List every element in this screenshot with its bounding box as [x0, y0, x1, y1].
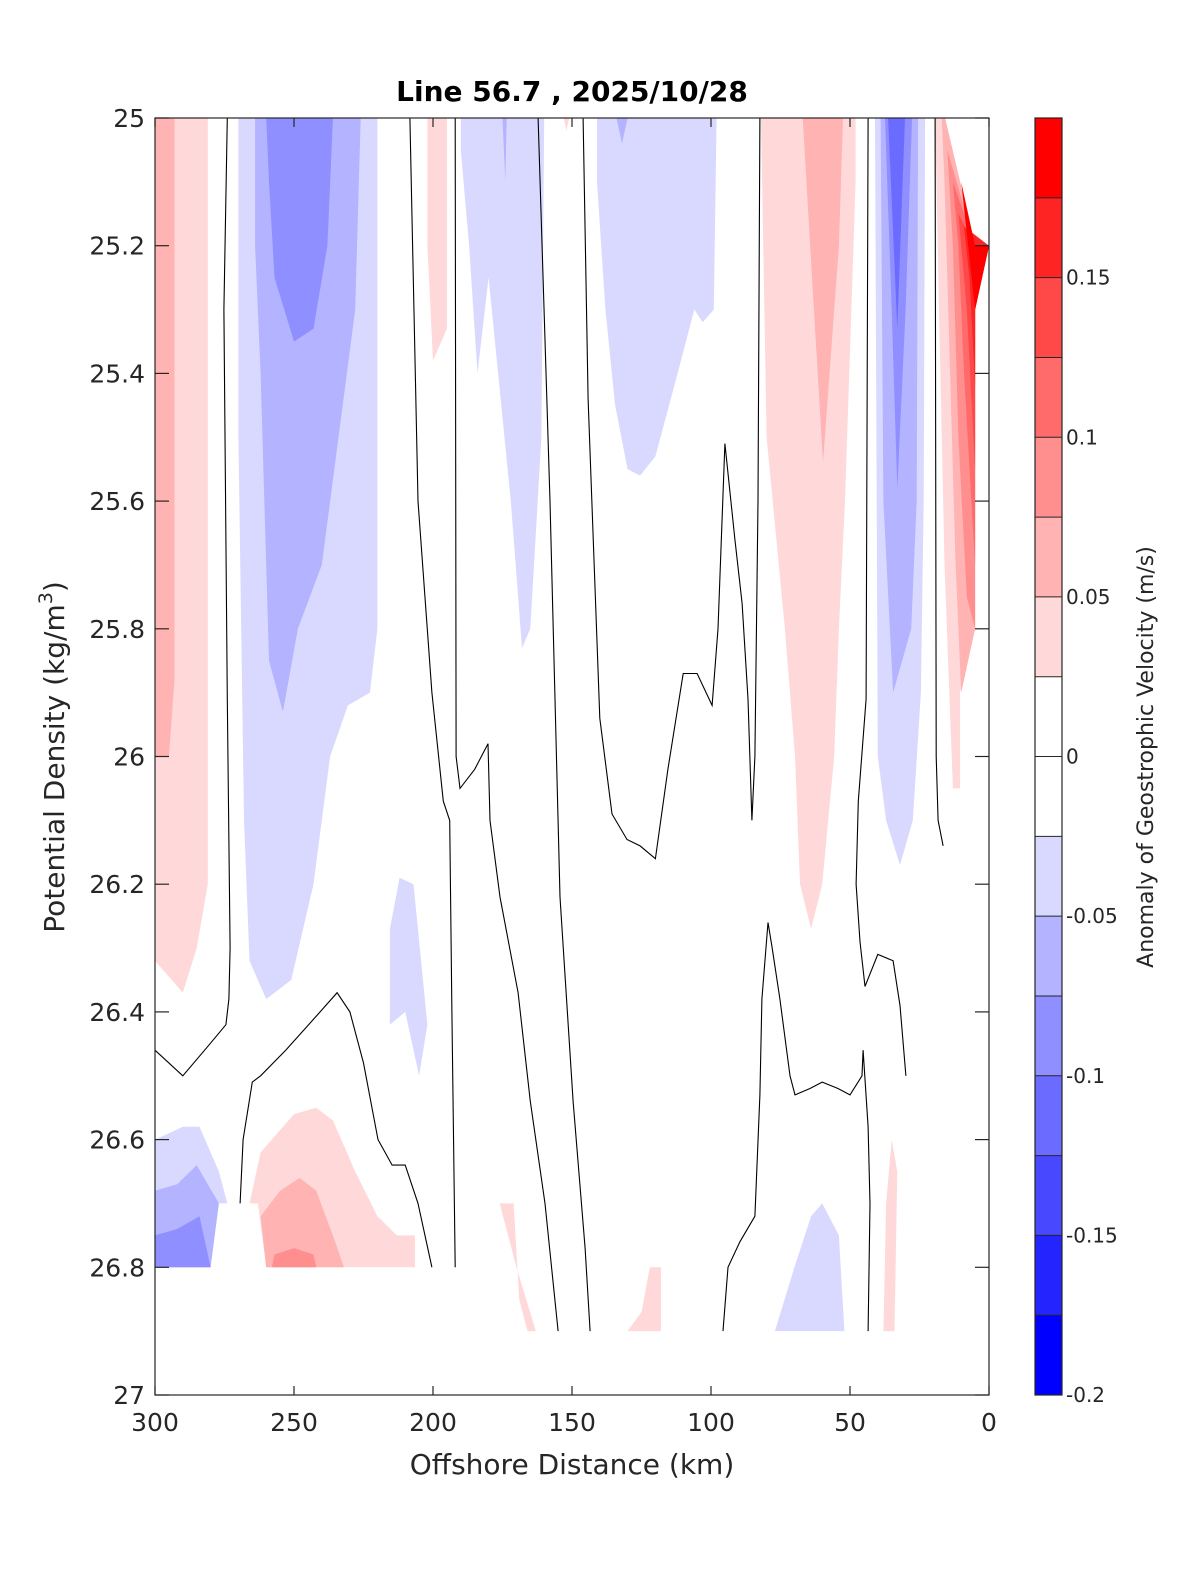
y-tick-label: 26.6: [89, 1126, 145, 1155]
zero-contour-line: [409, 117, 456, 1268]
colorbar-frame: [1034, 117, 1063, 1396]
colorbar-band: [1035, 357, 1062, 438]
colorbar-band: [1035, 118, 1062, 198]
contour-region: [460, 118, 545, 648]
contour-region: [260, 1177, 344, 1268]
colorbar-tick-label: -0.1: [1066, 1064, 1105, 1088]
y-tick-label: 25.6: [89, 487, 145, 516]
zero-contour-line: [722, 922, 871, 1332]
plot-area: [154, 117, 990, 1396]
contour-region: [802, 118, 843, 463]
contour-region: [502, 118, 507, 182]
zero-contour-line: [154, 117, 231, 1077]
zero-contour-line: [537, 117, 591, 1332]
y-tick-labels: 25 25.2 25.4 25.6 25.8 26 26.2 26.4 26.6 26.8 27: [89, 104, 145, 1410]
colorbar-label: Anomaly of Geostrophic Velocity (m/s): [1134, 546, 1159, 968]
colorbar-band: [1035, 437, 1062, 518]
colorbar-tick-label: -0.05: [1066, 904, 1118, 928]
contour-region: [616, 118, 628, 144]
y-axis-label: Potential Density (kg/m3): [35, 581, 71, 933]
colorbar-band: [1035, 676, 1062, 757]
colorbar-band: [1035, 197, 1062, 278]
y-tick-label: 26: [113, 743, 145, 772]
contour-region: [885, 118, 912, 489]
contour-region: [774, 1203, 845, 1332]
colorbar-tick-label: -0.15: [1066, 1223, 1118, 1247]
zero-contour-line: [855, 117, 907, 1076]
zero-contour-line: [239, 991, 433, 1268]
y-tick-label: 25: [113, 104, 145, 133]
chart-title: Line 56.7 , 2025/10/28: [396, 75, 748, 108]
x-tick-label: 150: [548, 1408, 596, 1437]
contour-region: [266, 118, 333, 342]
x-tick-label: 0: [981, 1408, 997, 1437]
y-tick-label: 25.2: [89, 232, 145, 261]
colorbar-band: [1035, 277, 1062, 358]
colorbar-tick-label: -0.2: [1066, 1383, 1105, 1407]
colorbar-band: [1035, 1235, 1062, 1316]
colorbar-band: [1035, 916, 1062, 996]
x-axis-label: Offshore Distance (km): [410, 1448, 735, 1481]
y-tick-label: 25.8: [89, 615, 145, 644]
colorbar-band: [1035, 1075, 1062, 1156]
colorbar: 0.15 0.1 0.05 0 -0.05 -0.1 -0.15 -0.2: [1034, 117, 1118, 1407]
x-tick-labels: 300 250 200 150 100 50 0: [131, 1408, 997, 1437]
contour-region: [499, 1203, 536, 1332]
filled-contours: [155, 118, 989, 1332]
colorbar-tick-label: 0.05: [1066, 585, 1111, 609]
zero-contour-line: [582, 117, 761, 860]
x-tick-label: 200: [409, 1408, 457, 1437]
contour-region: [563, 118, 570, 131]
y-tick-label: 26.4: [89, 998, 145, 1027]
zero-contour-lines: [154, 117, 944, 1332]
colorbar-band: [1035, 1315, 1062, 1395]
contour-region: [597, 118, 717, 476]
contour-region: [155, 1216, 211, 1268]
contour-region: [888, 118, 905, 329]
contour-region: [389, 877, 428, 1076]
colorbar-band: [1035, 1155, 1062, 1236]
colorbar-tick-label: 0.15: [1066, 266, 1111, 290]
y-tick-label: 26.8: [89, 1253, 145, 1282]
y-tick-label: 25.4: [89, 359, 145, 388]
colorbar-band: [1035, 596, 1062, 677]
colorbar-band: [1035, 995, 1062, 1076]
x-tick-label: 100: [687, 1408, 735, 1437]
contour-region: [883, 1139, 898, 1332]
colorbar-band: [1035, 756, 1062, 837]
x-tick-label: 300: [131, 1408, 179, 1437]
colorbar-band: [1035, 836, 1062, 917]
y-tick-label: 26.2: [89, 870, 145, 899]
colorbar-tick-label: 0: [1066, 745, 1079, 769]
zero-contour-line: [454, 117, 559, 1332]
contour-region: [155, 118, 175, 757]
contour-region: [627, 1267, 661, 1332]
contour-region: [427, 118, 447, 361]
colorbar-band: [1035, 517, 1062, 597]
colorbar-tick-label: 0.1: [1066, 425, 1098, 449]
x-tick-label: 250: [270, 1408, 318, 1437]
x-tick-label: 50: [834, 1408, 866, 1437]
y-tick-label: 27: [113, 1381, 145, 1410]
zero-contour-line: [934, 117, 944, 847]
contour-region: [271, 1248, 317, 1268]
